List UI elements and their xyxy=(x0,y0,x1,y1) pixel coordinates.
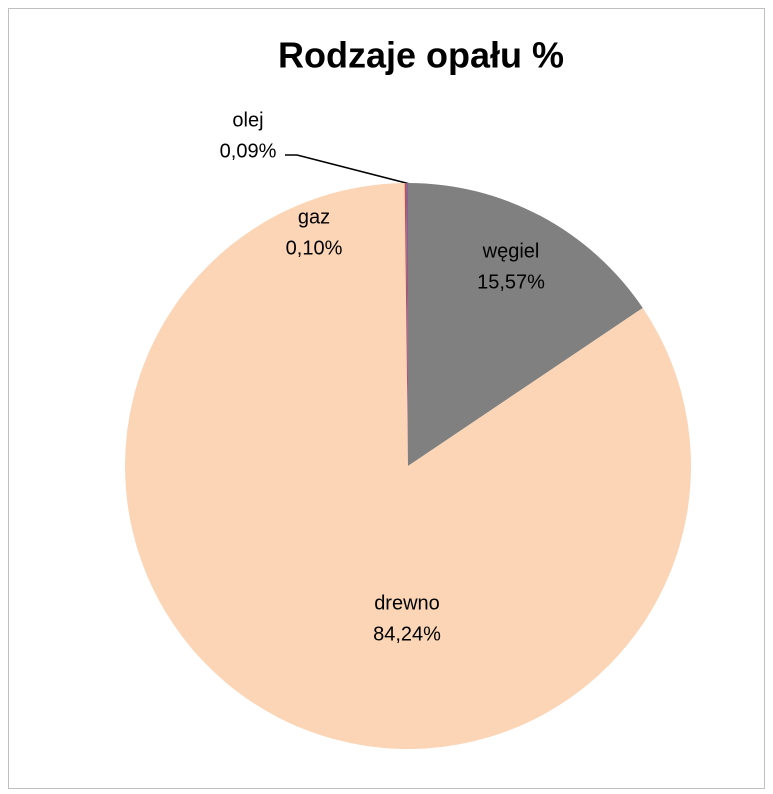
pie-slice xyxy=(406,183,408,466)
pie-slice xyxy=(125,183,691,750)
slice-label: gaz xyxy=(298,206,330,228)
slice-label: olej xyxy=(232,109,263,131)
slice-value-label: 84,24% xyxy=(373,623,441,645)
chart-title: Rodzaje opału % xyxy=(278,35,564,76)
slice-label: węgiel xyxy=(482,240,540,262)
pie-slice xyxy=(408,183,643,466)
leader-line xyxy=(296,154,411,185)
slice-value-label: 15,57% xyxy=(477,271,545,293)
pie-slice xyxy=(404,183,408,467)
slice-value-label: 0,09% xyxy=(220,140,277,162)
slice-value-label: 0,10% xyxy=(286,237,343,259)
slice-label: drewno xyxy=(374,592,440,614)
